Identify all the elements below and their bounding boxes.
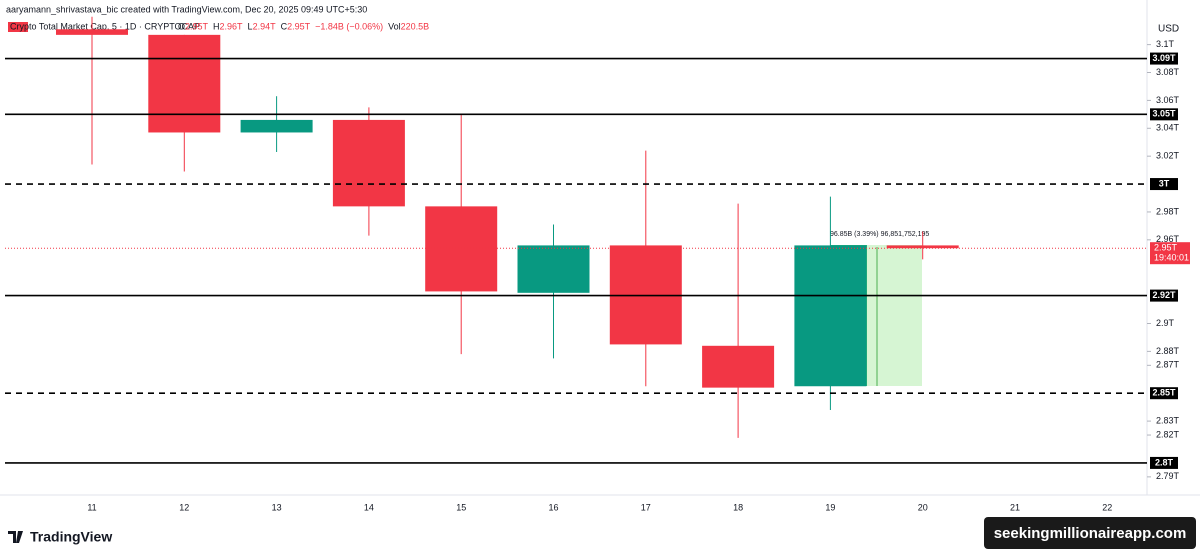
y-tick-label: 2.88T (1156, 346, 1180, 356)
level-label: 2.92T (1152, 290, 1176, 300)
x-tick-label: 12 (179, 502, 189, 512)
last-price-label: 2.95T (1154, 243, 1178, 253)
annotation: 96.85B (3.39%) 96,851,752,195 (830, 231, 929, 238)
x-tick-label: 14 (364, 502, 374, 512)
x-tick-label: 15 (456, 502, 466, 512)
x-tick-label: 16 (548, 502, 558, 512)
level-label-box (1150, 178, 1178, 191)
y-tick-label: 2.98T (1156, 206, 1180, 216)
candle-body (425, 206, 498, 292)
level-label: 3T (1159, 178, 1170, 188)
header: aaryamann_shrivastava_bic created with T… (6, 4, 367, 14)
level-label: 3.05T (1152, 109, 1176, 119)
candle-body (794, 245, 867, 387)
level-label-box (1150, 456, 1178, 469)
y-tick-label: 3.08T (1156, 67, 1180, 77)
candle-body (702, 345, 775, 388)
y-tick-label: 3.06T (1156, 95, 1180, 105)
x-tick-label: 11 (87, 502, 96, 512)
y-tick-label: 3.1T (1156, 39, 1175, 49)
x-tick-label: 17 (641, 502, 651, 512)
level-label-box (1150, 289, 1178, 302)
y-tick-label: 2.79T (1156, 471, 1180, 481)
level-label: 2.85T (1152, 388, 1176, 398)
candle-body (240, 119, 313, 133)
x-tick-label: 20 (918, 502, 928, 512)
candle-body (56, 29, 128, 35)
x-tick-label: 21 (1010, 502, 1020, 512)
legend-value: −1.84B (−0.06%) (315, 21, 383, 31)
candle-body (332, 119, 405, 207)
legend-label: H (213, 21, 220, 31)
y-tick-label: 2.96T (1156, 234, 1180, 244)
logo-icon (8, 531, 23, 543)
legend-value: 2.94T (253, 21, 277, 31)
x-tick-label: 13 (272, 502, 282, 512)
legend-value: 2.95T (185, 21, 209, 31)
candle-body (148, 34, 221, 133)
legend-label: O (178, 21, 185, 31)
y-tick-label: 3.04T (1156, 123, 1180, 133)
candle-body (517, 245, 590, 293)
y-tick-label: 2.83T (1156, 415, 1180, 425)
last-price-box (1150, 242, 1190, 265)
y-tick-label: 2.87T (1156, 360, 1180, 370)
legend-label: C (281, 21, 288, 31)
candle-body (886, 245, 959, 249)
legend-value: 2.96T (220, 21, 244, 31)
level-label-box (1150, 387, 1178, 400)
legend-label: Vol (388, 21, 401, 31)
x-tick-label: 22 (1102, 502, 1112, 512)
legend-value: 220.5B (401, 21, 430, 31)
position-tool-zone (867, 245, 922, 386)
currency: USD (1158, 24, 1179, 35)
level-label: 2.8T (1155, 457, 1174, 467)
symbol-icon (8, 22, 28, 32)
countdown: 19:40:01 (1154, 253, 1189, 263)
y-tick-label: 2.9T (1156, 318, 1175, 328)
legend-label: L (248, 21, 253, 31)
logo: TradingView (30, 529, 112, 545)
level-label: 3.09T (1152, 53, 1176, 63)
level-label-box (1150, 108, 1178, 121)
y-tick-label: 2.82T (1156, 429, 1180, 439)
level-label-box (1150, 52, 1178, 65)
chart-title: Crypto Total Market Cap, 5 · 1D · CRYPTO… (10, 21, 200, 31)
y-tick-label: 3.02T (1156, 151, 1180, 161)
legend-value: 2.95T (287, 21, 311, 31)
watermark-box (984, 517, 1196, 549)
watermark: seekingmillionaireapp.com (994, 525, 1187, 542)
x-tick-label: 18 (733, 502, 743, 512)
x-tick-label: 19 (825, 502, 835, 512)
